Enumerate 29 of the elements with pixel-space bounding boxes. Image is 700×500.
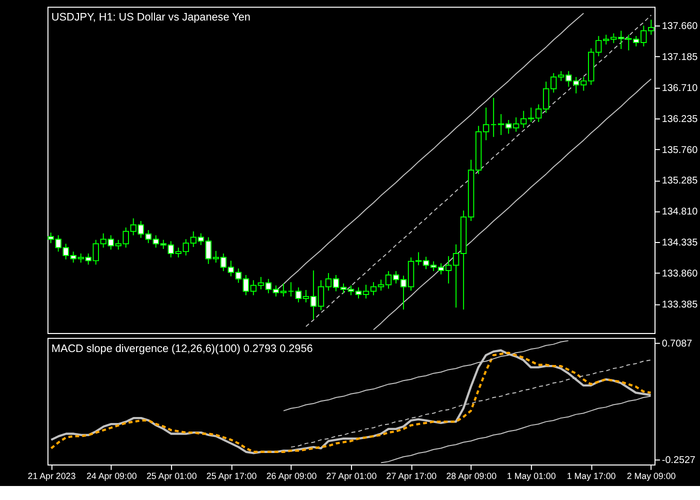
- y-tick-label: 137.660: [662, 21, 698, 32]
- line-series: [373, 78, 652, 330]
- y-tick-label: 136.235: [662, 114, 698, 125]
- x-tick-label: 1 May 01:00: [506, 470, 556, 481]
- y-tick-label: 0.7087: [662, 338, 692, 350]
- x-tick-label: 27 Apr 01:00: [326, 470, 377, 481]
- chart-title: MACD slope divergence (12,26,6)(100) 0.2793 0.2956: [51, 342, 313, 355]
- y-tick-label: -0.2527: [662, 454, 696, 466]
- y-tick-label: 133.385: [662, 299, 698, 310]
- x-tick-label: 24 Apr 09:00: [86, 470, 137, 481]
- x-tick-label: 25 Apr 17:00: [206, 470, 257, 481]
- line-series: [305, 14, 652, 327]
- y-tick-label: 134.335: [662, 238, 698, 249]
- x-tick-label: 1 May 17:00: [566, 470, 616, 481]
- x-tick-label: 2 May 09:00: [626, 470, 676, 481]
- y-tick-label: 133.860: [662, 268, 698, 280]
- candlestick: [288, 282, 294, 297]
- candlestick: [490, 97, 497, 138]
- y-tick-label: 134.810: [662, 206, 698, 218]
- y-tick-label: 136.710: [662, 82, 698, 94]
- x-tick-label: 28 Apr 09:00: [446, 470, 497, 481]
- x-tick-label: 21 Apr 2023: [28, 470, 76, 481]
- chart-title: USDJPY, H1: US Dollar vs Japanese Yen: [51, 12, 250, 24]
- y-tick-label: 135.760: [662, 144, 698, 156]
- x-tick-label: 26 Apr 09:00: [266, 470, 317, 481]
- x-tick-label: 25 Apr 01:00: [146, 470, 197, 481]
- y-tick-label: 137.185: [662, 52, 698, 63]
- y-tick-label: 135.285: [662, 176, 698, 187]
- x-tick-label: 27 Apr 17:00: [386, 470, 437, 481]
